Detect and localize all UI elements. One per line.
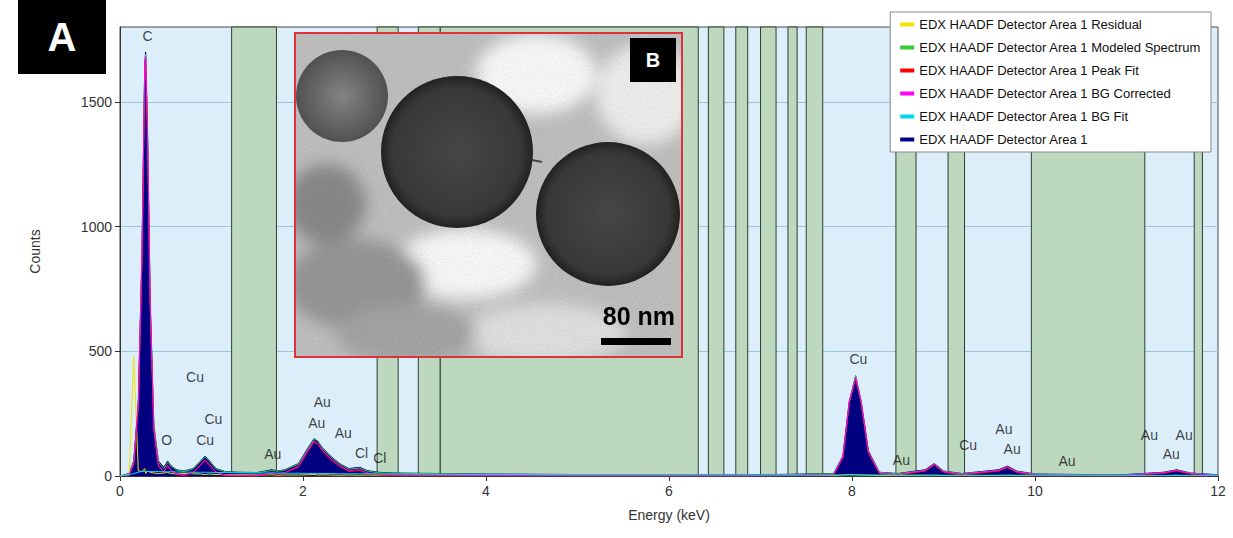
svg-text:Au: Au: [893, 452, 910, 468]
svg-text:Au: Au: [1058, 453, 1075, 469]
svg-text:0: 0: [116, 483, 124, 499]
svg-text:Au: Au: [308, 415, 325, 431]
svg-text:Au: Au: [314, 394, 331, 410]
html-text:80 nm: 80 nm: [602, 302, 675, 330]
svg-text:1000: 1000: [81, 219, 112, 235]
svg-text:Au: Au: [1004, 441, 1021, 457]
svg-text:Au: Au: [1176, 427, 1193, 443]
svg-text:12: 12: [1210, 483, 1226, 499]
svg-text:Cu: Cu: [849, 351, 867, 367]
svg-text:Cl: Cl: [373, 450, 386, 466]
svg-text:6: 6: [665, 483, 673, 499]
svg-text:500: 500: [89, 343, 113, 359]
svg-text:8: 8: [848, 483, 856, 499]
svg-text:Counts: Counts: [27, 229, 43, 273]
svg-text:10: 10: [1027, 483, 1043, 499]
svg-text:C: C: [142, 28, 152, 44]
svg-text:Au: Au: [1141, 427, 1158, 443]
svg-text:O: O: [161, 432, 172, 448]
svg-text:0: 0: [104, 468, 112, 484]
svg-text:Cu: Cu: [186, 369, 204, 385]
svg-text:Cu: Cu: [196, 432, 214, 448]
svg-text:Au: Au: [335, 425, 352, 441]
html-text:B: B: [645, 48, 661, 71]
svg-text:Au: Au: [995, 421, 1012, 437]
svg-text:1500: 1500: [81, 94, 112, 110]
svg-text:2: 2: [299, 483, 307, 499]
svg-text:EDX HAADF Detector Area 1 Peak: EDX HAADF Detector Area 1 Peak Fit: [919, 63, 1139, 78]
svg-text:EDX HAADF Detector Area 1: EDX HAADF Detector Area 1: [919, 132, 1087, 147]
svg-text:EDX HAADF Detector Area 1 BG F: EDX HAADF Detector Area 1 BG Fit: [919, 109, 1128, 124]
svg-text:Cl: Cl: [355, 445, 368, 461]
svg-text:Energy (keV): Energy (keV): [628, 507, 710, 523]
svg-text:Cu: Cu: [959, 437, 977, 453]
svg-text:EDX HAADF Detector Area 1 BG C: EDX HAADF Detector Area 1 BG Corrected: [919, 86, 1170, 101]
svg-text:Cu: Cu: [204, 411, 222, 427]
svg-text:EDX HAADF Detector Area 1 Mode: EDX HAADF Detector Area 1 Modeled Spectr…: [919, 40, 1200, 55]
svg-text:EDX HAADF Detector Area 1 Resi: EDX HAADF Detector Area 1 Residual: [919, 17, 1142, 32]
svg-text:Au: Au: [1163, 446, 1180, 462]
svg-text:Au: Au: [264, 446, 281, 462]
svg-text:4: 4: [482, 483, 490, 499]
html-text:A: A: [47, 14, 77, 59]
